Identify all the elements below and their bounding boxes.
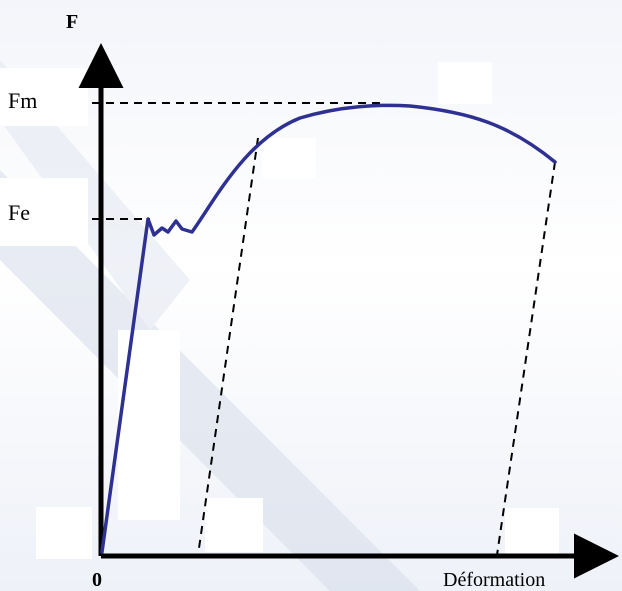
- axes: [78, 43, 619, 579]
- background-stripe: [0, 170, 420, 591]
- label-patch: [36, 507, 92, 559]
- label-patch: [505, 508, 559, 554]
- axis-x-label: Déformation: [443, 569, 545, 591]
- label-patch: [0, 178, 88, 246]
- dashed-guides: [92, 102, 556, 556]
- unload-line-2: [496, 161, 556, 556]
- force-deformation-curve: [100, 103, 557, 554]
- origin-label: 0: [92, 569, 102, 591]
- axis-y-label: F: [66, 11, 78, 33]
- unload-line-1: [197, 137, 259, 556]
- fe-label: Fe: [8, 200, 30, 225]
- label-patch: [262, 138, 316, 178]
- label-patch: [0, 68, 88, 126]
- fm-label: Fm: [8, 88, 37, 113]
- label-patch: [438, 62, 492, 104]
- label-patch: [205, 498, 263, 552]
